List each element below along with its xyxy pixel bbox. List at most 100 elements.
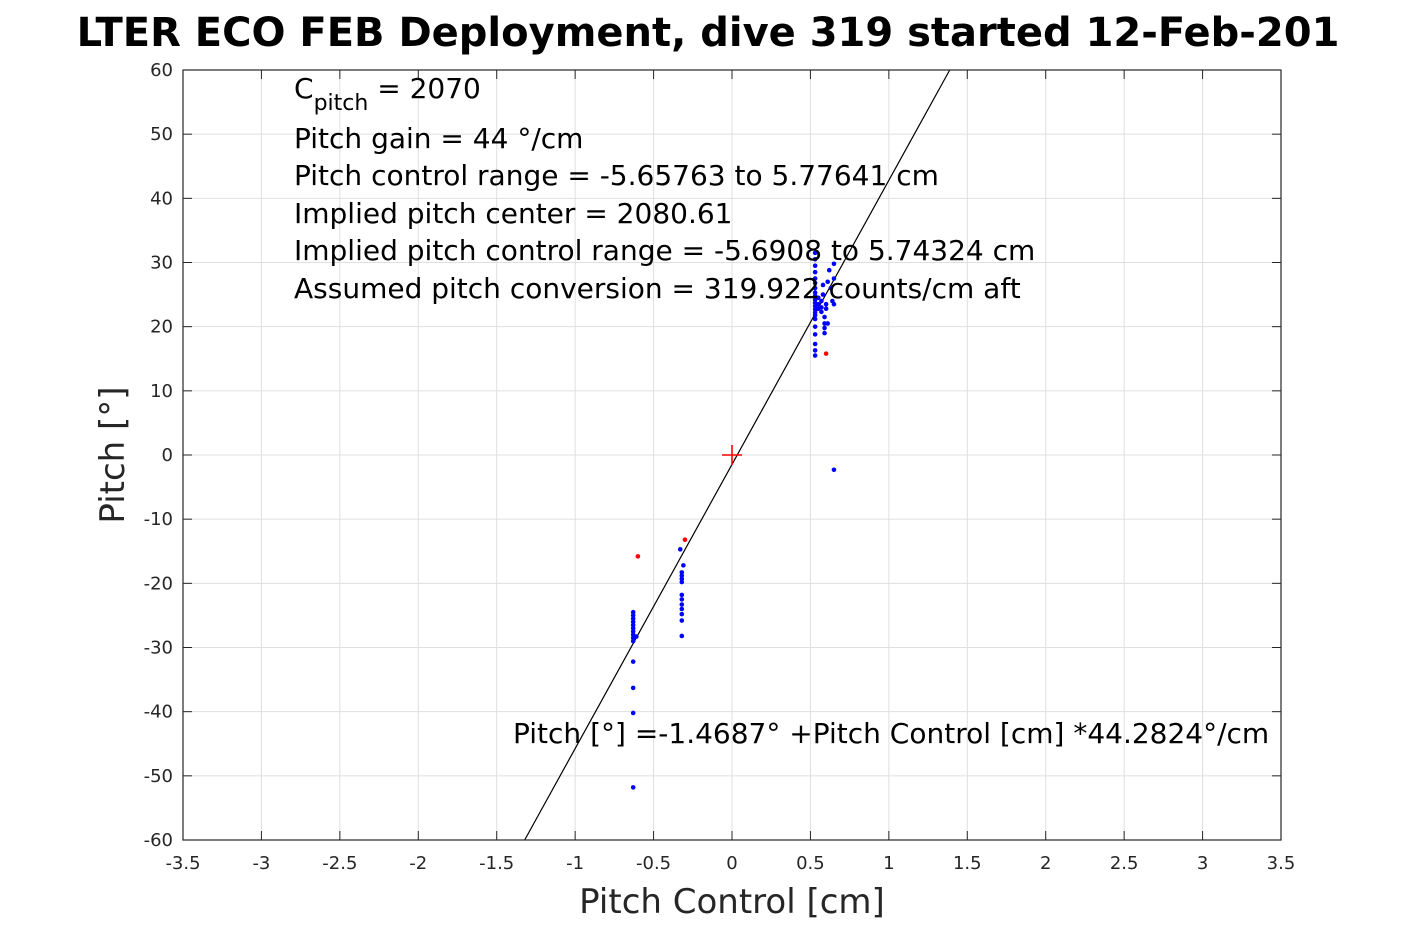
y-tick-label: -30	[144, 638, 173, 659]
x-tick-label: 2.5	[1110, 853, 1139, 874]
data-point	[681, 563, 686, 568]
data-points	[630, 250, 837, 790]
y-tick-label: -50	[144, 766, 173, 787]
data-point	[679, 606, 685, 612]
data-point	[630, 619, 636, 625]
data-point	[831, 261, 837, 267]
annotation-fit-equation: Pitch [°] =-1.4687° +Pitch Control [cm] …	[513, 717, 1269, 750]
data-point	[822, 314, 827, 320]
data-point	[630, 629, 636, 634]
data-point	[831, 276, 837, 281]
data-point	[823, 351, 829, 356]
data-point	[630, 622, 636, 628]
x-tick-label: -0.5	[636, 853, 671, 874]
data-point	[630, 659, 636, 664]
data-point	[679, 633, 685, 639]
annotation-control-range: Pitch control range = -5.65763 to 5.7764…	[294, 159, 939, 192]
annotation-cpitch-base: C	[294, 72, 314, 105]
data-point	[812, 263, 818, 269]
x-tick-label: 1.5	[953, 853, 982, 874]
data-point	[823, 306, 829, 312]
x-tick-labels: -3.5 -3 -2.5 -2 -1.5 -1 -0.5 0 0.5 1 1.5 2 2.5 3 3.5	[165, 853, 1295, 874]
data-point	[819, 305, 824, 310]
data-point	[679, 573, 685, 578]
plot-area-frame	[182, 69, 1282, 841]
data-point	[630, 785, 636, 790]
data-point	[812, 353, 818, 358]
data-point	[819, 309, 824, 315]
data-point	[815, 301, 821, 307]
annotation-conversion: Assumed pitch conversion = 319.922 count…	[294, 272, 1021, 305]
data-point	[820, 292, 826, 297]
data-point	[635, 554, 641, 559]
data-point	[812, 250, 818, 256]
x-tick-label: 3.5	[1267, 853, 1296, 874]
annotation-cpitch-sub: pitch	[314, 91, 369, 116]
data-point	[825, 279, 830, 285]
y-tick-label: -10	[144, 509, 173, 530]
x-tick-label: 1	[883, 853, 894, 874]
y-tick-label: 10	[150, 381, 173, 402]
data-point	[812, 348, 818, 353]
data-point	[630, 616, 636, 621]
data-point	[831, 301, 837, 307]
x-tick-label: 3	[1197, 853, 1208, 874]
y-tick-label: 30	[150, 253, 173, 274]
data-point	[815, 295, 821, 301]
x-tick-label: -3	[252, 853, 270, 874]
x-tick-label: 2	[1040, 853, 1051, 874]
data-point	[812, 332, 818, 337]
chart-title: LTER ECO FEB Deployment, dive 319 starte…	[77, 10, 1340, 56]
data-point	[679, 576, 685, 582]
x-tick-label: -1.5	[479, 853, 514, 874]
data-point	[630, 625, 636, 631]
y-axis-label: Pitch [°]	[93, 386, 133, 523]
data-point	[679, 570, 685, 575]
data-point	[812, 324, 818, 329]
y-tick-label: 60	[150, 60, 173, 81]
data-point	[812, 285, 818, 291]
y-tick-label: -40	[144, 702, 173, 723]
y-tick-label: -20	[144, 573, 173, 594]
data-point	[822, 325, 827, 331]
data-point	[630, 685, 636, 691]
data-point	[812, 316, 818, 322]
data-point	[825, 321, 830, 326]
data-point	[679, 618, 685, 623]
y-tick-label: 40	[150, 188, 173, 209]
data-point	[812, 269, 818, 275]
y-tick-label: 0	[162, 445, 173, 466]
data-point	[679, 579, 685, 585]
annotation-cpitch-value: = 2070	[368, 72, 481, 105]
data-point	[828, 285, 834, 291]
annotation-pitch-gain: Pitch gain = 44 °/cm	[294, 122, 583, 155]
annotation-implied-range: Implied pitch control range = -5.6908 to…	[294, 234, 1035, 267]
x-tick-label: 0.5	[796, 853, 825, 874]
x-tick-label: -2.5	[322, 853, 357, 874]
x-tick-label: 0	[726, 853, 737, 874]
annotation-cpitch: Cpitch = 2070	[294, 72, 481, 116]
y-tick-label: -60	[144, 830, 173, 851]
data-point	[679, 611, 685, 617]
data-point	[630, 613, 636, 618]
data-point	[682, 537, 688, 542]
data-point	[812, 256, 818, 262]
data-point	[823, 301, 829, 307]
data-point	[819, 298, 824, 304]
data-point	[831, 467, 837, 473]
x-tick-label: -1	[566, 853, 584, 874]
x-axis-label: Pitch Control [cm]	[579, 882, 885, 922]
data-point	[630, 710, 636, 716]
data-point	[679, 602, 685, 607]
data-point	[812, 280, 818, 286]
data-point	[630, 638, 636, 644]
data-point	[812, 276, 818, 281]
y-tick-label: 50	[150, 124, 173, 145]
data-point	[812, 341, 818, 347]
data-point	[822, 330, 827, 336]
x-tick-label: -3.5	[165, 853, 200, 874]
annotation-implied-center: Implied pitch center = 2080.61	[294, 197, 732, 230]
data-point	[812, 290, 818, 295]
data-point	[634, 634, 639, 639]
